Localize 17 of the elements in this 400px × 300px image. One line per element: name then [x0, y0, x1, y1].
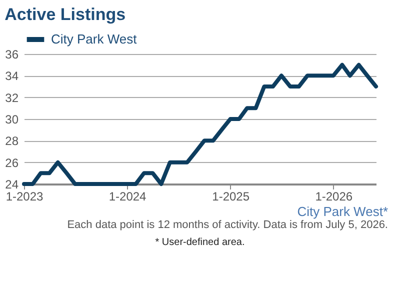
- y-tick-label: 30: [5, 112, 19, 126]
- y-tick-label: 34: [5, 69, 19, 84]
- x-tick-label: 1-2023: [6, 190, 44, 204]
- y-tick-label: 32: [5, 90, 19, 105]
- text: Each data point is 12 months of activity. Data is from July 5, 2026.: [66, 219, 389, 231]
- y-tick-label: 36: [5, 48, 19, 62]
- text: City Park West*: [296, 204, 389, 219]
- legend-label: City Park West: [51, 32, 138, 46]
- x-tick-label: 1-2026: [315, 190, 353, 204]
- y-tick-label: 26: [5, 156, 19, 170]
- line-series: [22, 62, 378, 186]
- y-tick-label: 28: [5, 134, 19, 148]
- text: * User-defined area.: [154, 237, 246, 248]
- x-tick-label: 1-2025: [212, 190, 250, 204]
- chart-title: Active Listings: [4, 5, 126, 24]
- y-tick-label: 24: [5, 178, 19, 192]
- x-tick-label: 1-2024: [108, 190, 147, 204]
